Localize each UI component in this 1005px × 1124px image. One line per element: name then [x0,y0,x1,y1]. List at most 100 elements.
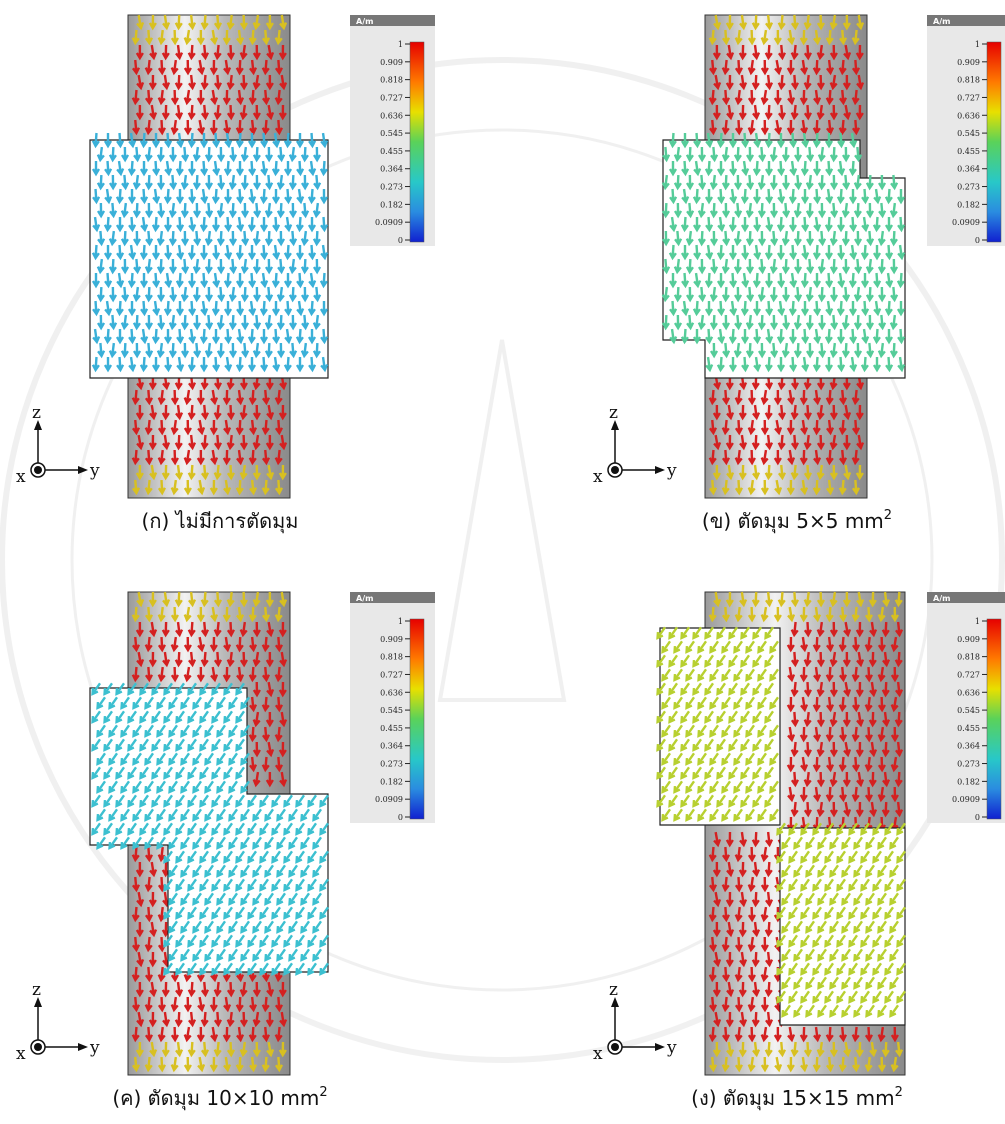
current-arrow [180,174,189,191]
current-arrow [801,244,810,261]
current-arrow [259,934,269,948]
patch [662,139,906,379]
current-arrow [705,132,714,149]
colorbar-tick-label: 0.455 [380,147,403,156]
current-arrow [183,389,192,406]
current-arrow [851,1056,860,1073]
current-arrow [170,389,179,406]
current-arrow [788,188,797,205]
current-arrow [721,996,730,1013]
current-arrow [261,419,270,436]
current-arrow [180,864,190,878]
current-arrow [722,230,731,247]
current-arrow [752,738,762,752]
current-arrow [131,906,140,923]
current-arrow [890,174,899,191]
current-arrow [131,89,140,106]
current-arrow [211,934,221,948]
current-arrow [180,202,189,219]
current-arrow [216,724,226,738]
current-arrow [825,29,834,46]
current-arrow [848,934,858,948]
current-arrow [864,786,873,803]
current-arrow [877,174,887,191]
current-arrow [781,1004,791,1018]
current-arrow [717,216,726,233]
current-arrow [693,272,702,289]
current-arrow [193,230,202,247]
current-arrow [709,724,719,738]
current-arrow [145,342,154,359]
current-arrow [773,450,782,466]
current-arrow [805,202,814,219]
current-arrow [91,682,101,696]
current-arrow [128,328,137,345]
current-arrow [838,29,848,46]
current-arrow [278,1041,287,1058]
current-arrow [319,301,329,317]
current-arrow [872,878,882,892]
current-arrow [824,328,833,345]
current-arrow [838,479,847,496]
current-arrow [865,864,875,878]
current-arrow [721,1026,730,1043]
current-arrow [156,230,165,247]
current-arrow [849,132,858,149]
current-arrow [728,738,738,752]
current-arrow [781,230,790,247]
current-arrow [812,273,822,289]
current-arrow [889,948,899,962]
current-arrow [131,419,141,436]
current-arrow [817,174,826,191]
current-arrow [734,1056,743,1073]
current-arrow [856,14,865,31]
current-arrow [128,132,137,149]
current-arrow [187,682,197,696]
current-arrow [734,389,743,406]
current-arrow [170,449,179,466]
current-arrow [816,44,825,61]
current-arrow [692,682,702,696]
current-arrow [838,606,848,623]
current-arrow [856,771,865,788]
current-arrow [685,258,694,275]
current-arrow [861,216,870,233]
current-arrow [745,724,755,738]
current-arrow [152,160,161,177]
current-arrow [235,766,245,780]
axis-z-head [611,997,619,1007]
current-arrow [877,864,887,878]
caption-text: (ก) ไม่มีการตัดมุม [142,509,299,534]
current-arrow [168,342,177,359]
current-arrow [745,230,754,247]
current-arrow [213,1041,222,1058]
panel: A/m10.9090.8180.7270.6360.5450.4550.3640… [593,14,1005,534]
current-arrow [183,1056,192,1073]
current-arrow [799,606,808,623]
current-arrow [283,822,293,836]
current-arrow [765,74,774,91]
current-arrow [183,29,192,46]
current-arrow [187,710,197,724]
current-arrow [199,934,209,948]
current-arrow [799,726,808,743]
current-arrow [824,878,834,892]
current-arrow [240,752,250,766]
current-arrow [800,850,810,864]
current-arrow [180,230,190,247]
current-arrow [175,878,185,892]
current-arrow [738,44,747,61]
current-arrow [803,711,812,728]
current-arrow [884,962,894,976]
current-arrow [170,636,179,653]
current-arrow [108,724,118,738]
current-arrow [144,696,154,710]
colorbar-tick-label: 0.273 [957,760,980,769]
caption-text: (ง) ตัดมุม 15×15 mm [691,1086,894,1111]
current-arrow [228,836,238,850]
current-arrow [261,89,271,106]
current-arrow [157,966,166,983]
current-arrow [661,286,670,303]
current-arrow [848,850,858,864]
caption: (ค) ตัดมุม 10×10 mm2 [112,1085,327,1111]
